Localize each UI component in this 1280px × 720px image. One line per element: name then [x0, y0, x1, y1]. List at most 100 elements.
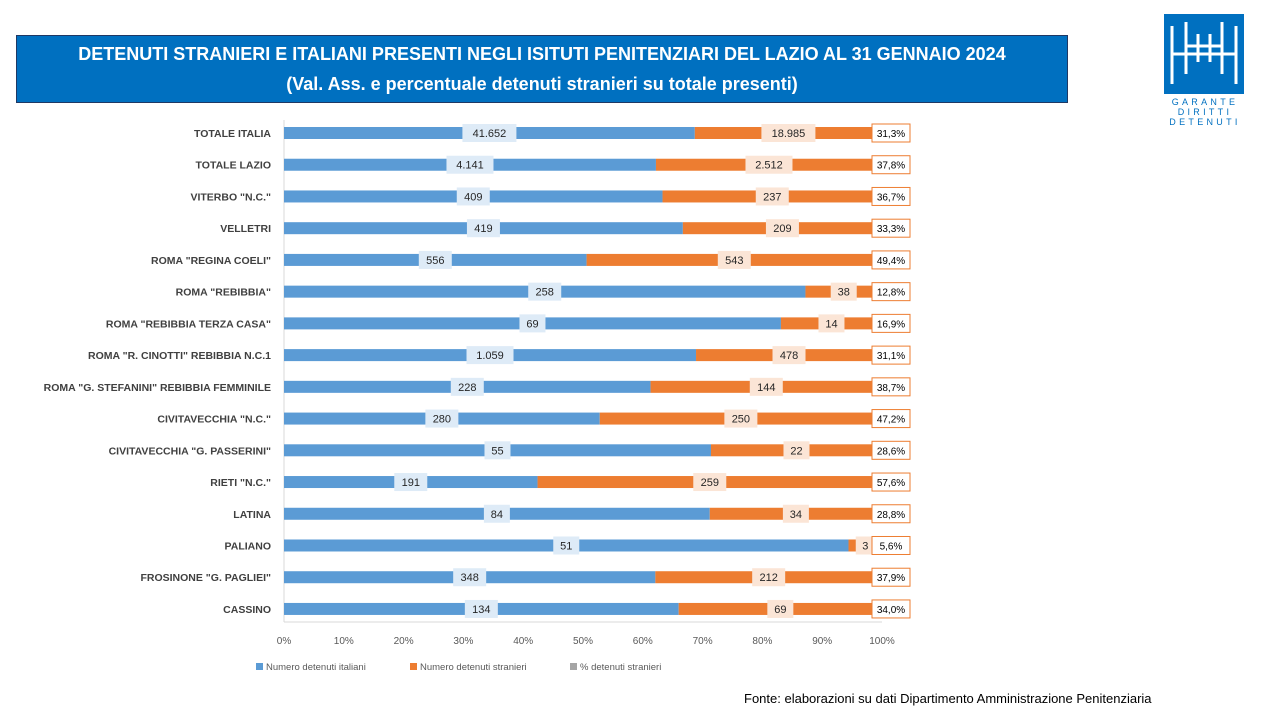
data-label-italiani: 556 — [426, 255, 444, 267]
chart-title-box: DETENUTI STRANIERI E ITALIANI PRESENTI N… — [16, 35, 1068, 103]
x-tick-label: 90% — [812, 636, 832, 647]
percent-label-box — [871, 282, 911, 302]
data-label-italiani: 1.059 — [476, 350, 504, 362]
data-label-stranieri: 38 — [838, 287, 850, 299]
data-label-bg-stranieri — [772, 346, 806, 365]
data-label-italiani: 51 — [560, 540, 572, 552]
x-tick-label: 50% — [573, 636, 593, 647]
legend-swatch — [570, 663, 577, 670]
percent-label: 31,3% — [877, 129, 905, 140]
category-label: ROMA "REGINA COELI" — [151, 255, 271, 267]
data-label-italiani: 348 — [460, 572, 478, 584]
percent-label: 16,9% — [877, 319, 905, 330]
x-tick-label: 100% — [869, 636, 895, 647]
data-label-bg-stranieri — [782, 504, 809, 523]
data-label-italiani: 280 — [433, 414, 451, 426]
data-label-bg-stranieri — [749, 377, 783, 396]
data-label-bg-stranieri — [752, 568, 786, 587]
data-label-bg-italiani — [528, 282, 562, 301]
percent-label-box — [871, 377, 911, 397]
garante-logo-icon — [1164, 14, 1244, 94]
data-label-italiani: 419 — [474, 223, 492, 235]
category-label: CASSINO — [223, 604, 271, 616]
x-tick-label: 20% — [394, 636, 414, 647]
data-label-stranieri: 3 — [862, 540, 868, 552]
data-label-italiani: 228 — [458, 382, 476, 394]
x-tick-label: 60% — [633, 636, 653, 647]
x-tick-label: 10% — [334, 636, 354, 647]
data-label-stranieri: 14 — [825, 318, 837, 330]
data-label-bg-stranieri — [745, 155, 793, 174]
legend-swatch — [256, 663, 263, 670]
data-label-italiani: 258 — [536, 287, 554, 299]
percent-label: 5,6% — [880, 541, 903, 552]
percent-label-box — [871, 599, 911, 619]
x-tick-label: 30% — [453, 636, 473, 647]
percent-label: 34,0% — [877, 605, 905, 616]
data-label-stranieri: 209 — [773, 223, 791, 235]
data-label-italiani: 191 — [402, 477, 420, 489]
category-label: VELLETRI — [220, 223, 271, 235]
data-label-bg-stranieri — [693, 473, 727, 492]
data-label-bg-italiani — [519, 314, 546, 333]
category-label: RIETI "N.C." — [210, 477, 271, 489]
percent-label-box — [871, 440, 911, 460]
logo-text-line-3: DETENUTI — [1169, 117, 1241, 127]
percent-label-box — [871, 472, 911, 492]
percent-label-box — [871, 155, 911, 175]
data-label-bg-italiani — [456, 187, 490, 206]
percent-label-box — [871, 504, 911, 524]
percent-label-box — [871, 567, 911, 587]
x-tick-label: 0% — [277, 636, 292, 647]
legend-label: Numero detenuti italiani — [266, 662, 366, 673]
data-label-stranieri: 259 — [701, 477, 719, 489]
data-label-stranieri: 18.985 — [772, 128, 806, 140]
data-label-italiani: 55 — [491, 445, 503, 457]
data-label-italiani: 41.652 — [473, 128, 507, 140]
data-label-stranieri: 237 — [763, 191, 781, 203]
percent-label: 47,2% — [877, 415, 905, 426]
data-label-bg-italiani — [425, 409, 459, 428]
data-label-stranieri: 2.512 — [755, 160, 783, 172]
category-label: TOTALE ITALIA — [194, 128, 271, 140]
category-label: ROMA "REBIBBIA TERZA CASA" — [106, 318, 271, 330]
percent-label-box — [871, 250, 911, 270]
category-label: FROSINONE "G. PAGLIEI" — [140, 572, 271, 584]
percent-label: 28,6% — [877, 446, 905, 457]
percent-label: 12,8% — [877, 288, 905, 299]
data-label-stranieri: 22 — [790, 445, 802, 457]
data-label-bg-stranieri — [717, 250, 751, 269]
data-label-stranieri: 144 — [757, 382, 775, 394]
percent-label-box — [871, 409, 911, 429]
x-tick-label: 80% — [752, 636, 772, 647]
percent-label-box — [871, 535, 911, 555]
data-label-bg-italiani — [466, 346, 514, 365]
category-label: TOTALE LAZIO — [196, 160, 271, 172]
data-label-italiani: 409 — [464, 191, 482, 203]
percent-label: 37,8% — [877, 161, 905, 172]
percent-label: 57,6% — [877, 478, 905, 489]
percent-label: 37,9% — [877, 573, 905, 584]
category-label: ROMA "R. CINOTTI" REBIBBIA N.C.1 — [88, 350, 271, 362]
percent-label: 31,1% — [877, 351, 905, 362]
category-label: PALIANO — [225, 540, 271, 552]
percent-label-box — [871, 123, 911, 143]
data-label-bg-italiani — [418, 250, 452, 269]
data-label-bg-stranieri — [855, 536, 875, 555]
chart-subtitle: (Val. Ass. e percentuale detenuti strani… — [286, 74, 798, 94]
percent-label: 49,4% — [877, 256, 905, 267]
data-label-italiani: 4.141 — [456, 160, 484, 172]
x-tick-label: 40% — [513, 636, 533, 647]
data-label-bg-italiani — [450, 377, 484, 396]
garante-logo: GARANTE DIRITTI DETENUTI — [1164, 14, 1246, 129]
legend-label: Numero detenuti stranieri — [420, 662, 527, 673]
data-label-bg-italiani — [484, 441, 511, 460]
logo-text-line-2: DIRITTI — [1177, 107, 1233, 117]
data-label-italiani: 84 — [491, 509, 503, 521]
data-label-bg-italiani — [462, 124, 517, 142]
data-label-stranieri: 478 — [780, 350, 798, 362]
category-label: ROMA "REBIBBIA" — [176, 287, 271, 299]
data-label-bg-italiani — [446, 155, 494, 174]
x-tick-label: 70% — [693, 636, 713, 647]
